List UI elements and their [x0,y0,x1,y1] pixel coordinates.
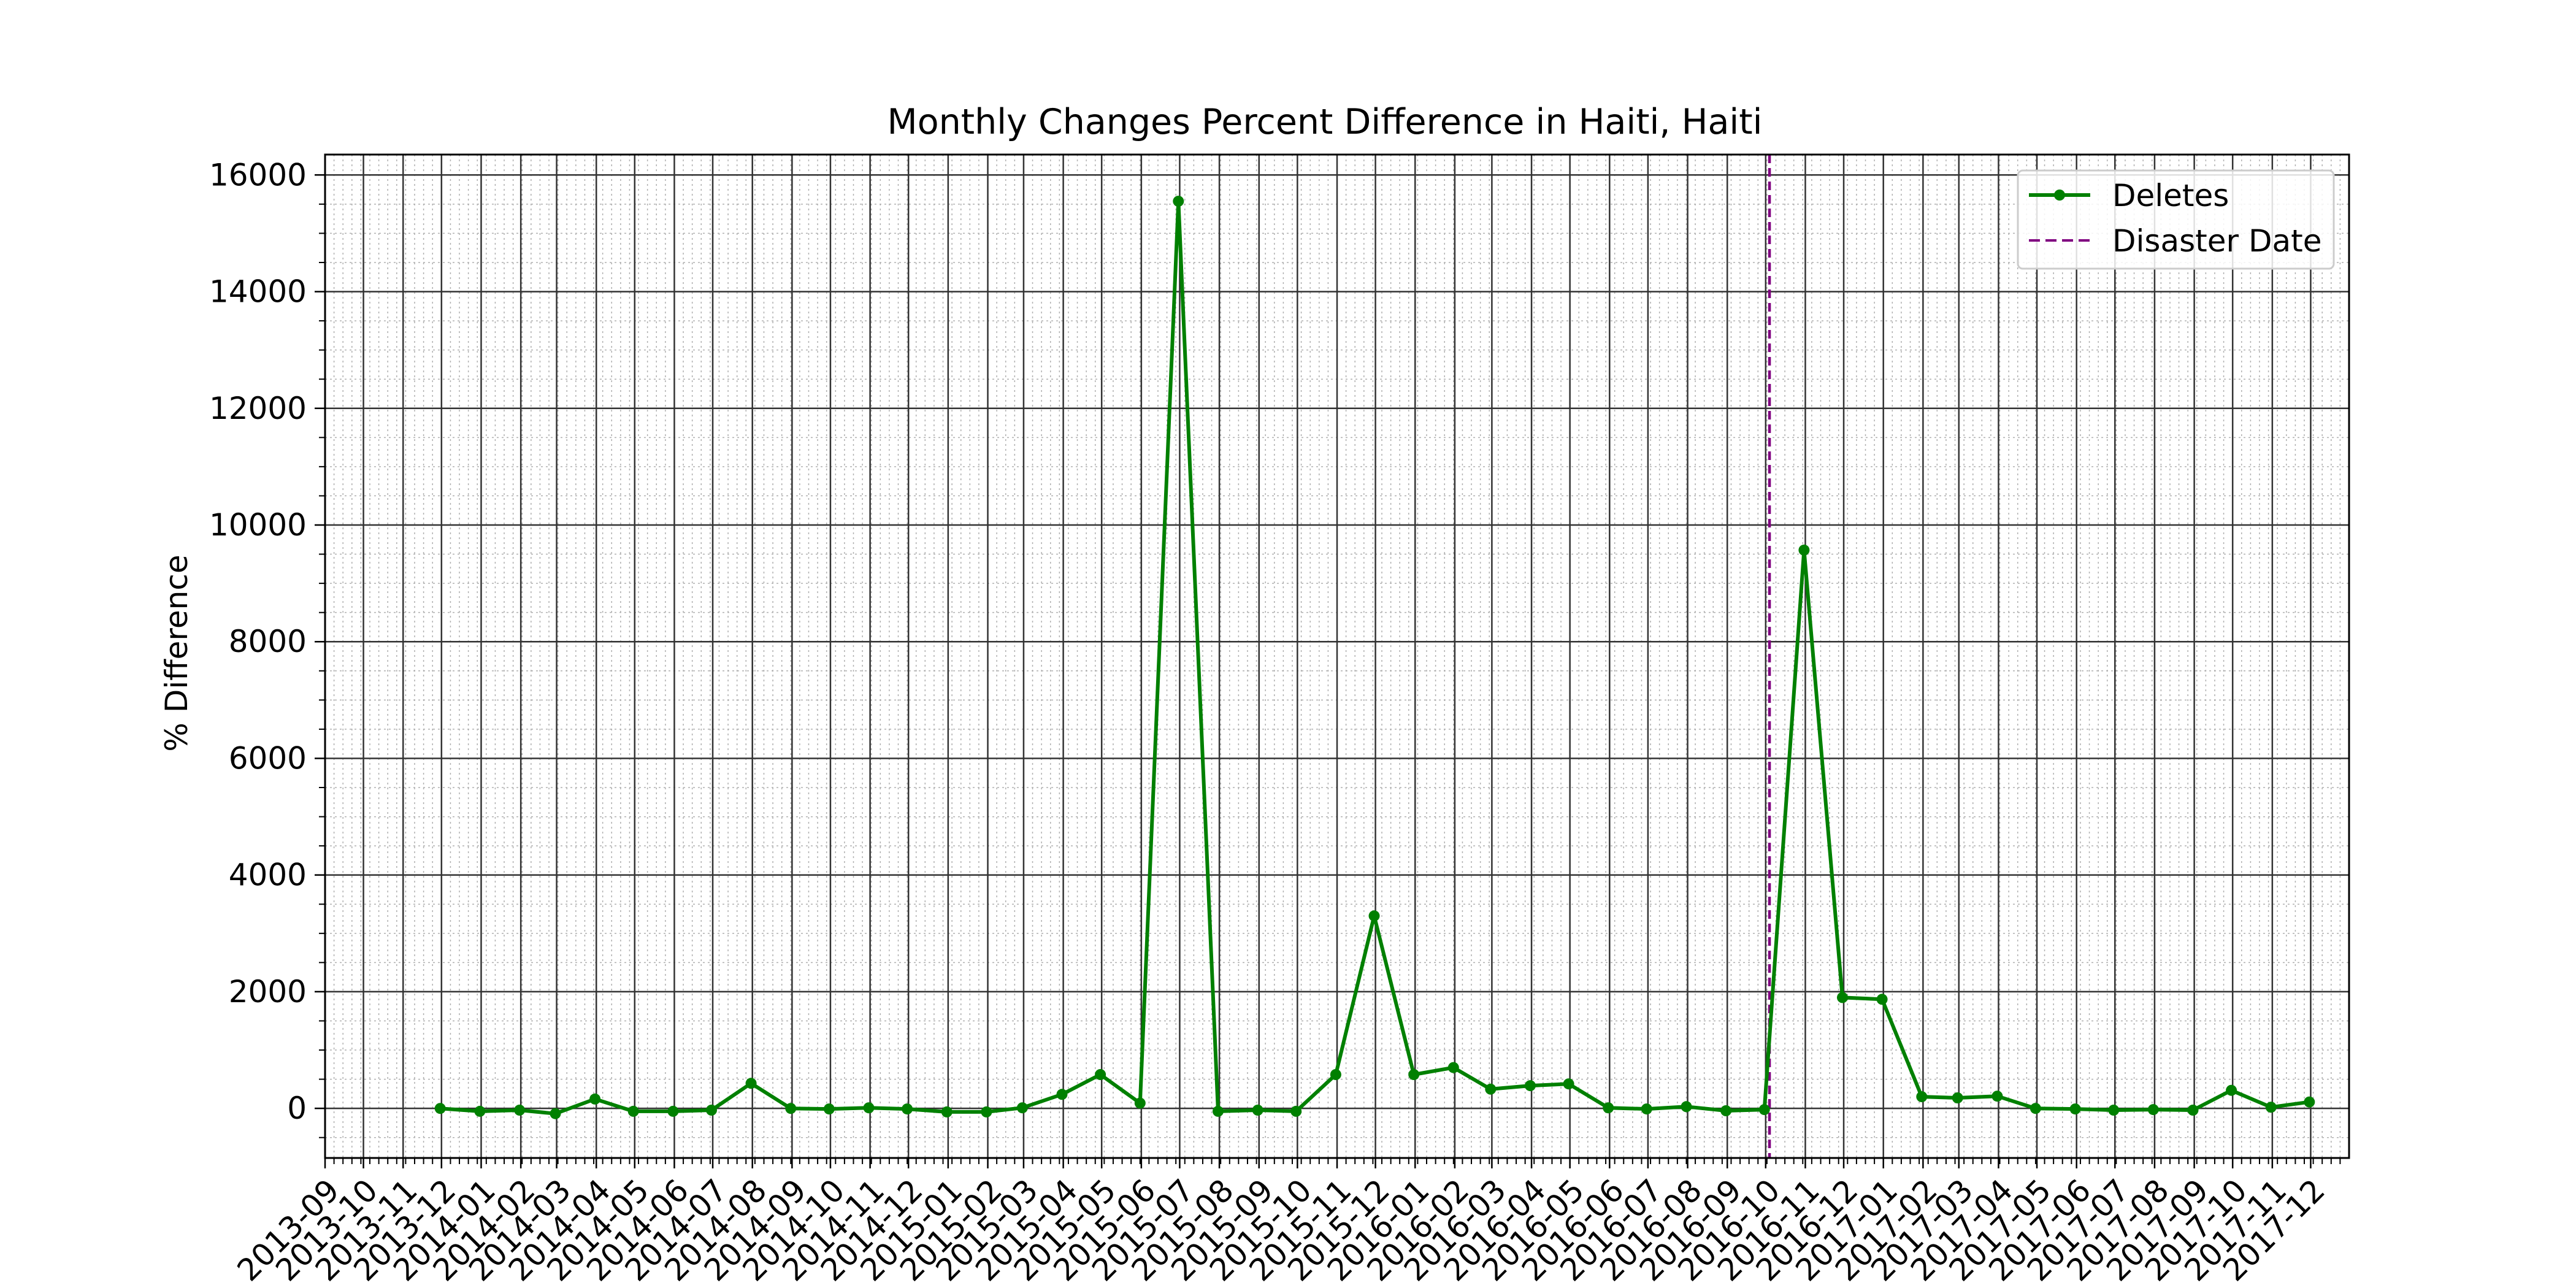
legend: Deletes Disaster Date [2017,169,2335,270]
data-point [1916,1091,1928,1103]
chart-title: Monthly Changes Percent Difference in Ha… [887,102,1763,142]
data-point [1952,1092,1963,1103]
y-tick-label: 8000 [229,624,307,659]
data-point [941,1106,953,1117]
data-point [1016,1102,1028,1114]
data-point [2030,1103,2041,1114]
data-point [1720,1105,1732,1116]
data-point [434,1103,446,1114]
data-point [902,1103,913,1115]
data-point [2069,1103,2081,1115]
data-point [863,1102,875,1114]
data-point [1641,1103,1652,1115]
data-point [627,1105,639,1117]
legend-label-deletes: Deletes [2112,178,2229,213]
data-point [1173,196,1184,207]
data-point [1991,1091,2003,1102]
data-point [1525,1080,1536,1092]
data-point [1290,1105,1302,1117]
data-point [823,1103,835,1115]
data-point [474,1105,486,1117]
data-point [1485,1083,1497,1095]
y-tick-label: 10000 [209,507,307,543]
y-tick-label: 0 [287,1091,307,1126]
data-point [1603,1102,1614,1114]
data-point [1213,1105,1224,1117]
data-point [1252,1105,1263,1116]
legend-label-disaster-date: Disaster Date [2112,223,2321,259]
data-point [2265,1102,2277,1113]
data-point [1134,1097,1146,1109]
data-point [667,1105,679,1117]
data-point [1798,544,1810,556]
data-point [1330,1069,1341,1080]
y-axis: 0 2000 4000 6000 8000 10000 12000 14000 16000 [209,157,325,1138]
data-point [2147,1104,2159,1116]
data-point [1408,1069,1420,1080]
data-point [589,1093,601,1105]
data-point [1368,910,1380,922]
data-point [1876,994,1888,1005]
data-point [1056,1089,1068,1100]
y-tick-label: 16000 [209,157,307,193]
data-point [2187,1105,2199,1116]
legend-box [2017,169,2335,270]
data-point [785,1103,797,1114]
plot-frame [324,153,2350,1159]
y-tick-label: 12000 [209,391,307,426]
y-tick-label: 4000 [229,857,307,893]
y-tick-label: 6000 [229,740,307,776]
data-point [1447,1062,1459,1073]
data-point [2304,1096,2315,1108]
data-point [514,1105,526,1116]
data-point [706,1105,717,1116]
y-axis-label: % Difference [159,554,194,751]
data-point [1758,1104,1770,1116]
data-point [981,1106,992,1117]
y-tick-label: 2000 [229,974,307,1010]
y-tick-label: 14000 [209,274,307,310]
legend-marker-deletes [2054,190,2065,201]
data-point [1095,1069,1106,1080]
data-point [745,1078,757,1089]
data-point [550,1108,561,1119]
data-point [2226,1084,2237,1096]
x-axis: 2013-092013-102013-112013-122014-012014-… [231,1158,2341,1288]
series-deletes [434,196,2315,1119]
data-point [1681,1101,1692,1113]
data-point [2108,1105,2120,1116]
data-point [1563,1078,1574,1090]
data-point [1837,992,1848,1003]
